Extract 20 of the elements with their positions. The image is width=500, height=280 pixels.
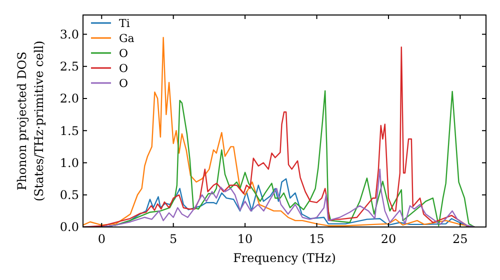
y-tick-label: 2.5 [60,60,79,74]
x-tick-label: 25 [452,232,468,246]
y-tick-label: 0.0 [60,220,79,234]
y-tick-label: 3.0 [60,27,79,42]
x-tick-label: 20 [380,232,396,246]
y-tick-label: 2.0 [60,92,79,106]
legend-label: O [119,46,128,60]
y-tick-label: 1.0 [60,156,79,170]
legend-label: O [119,76,128,90]
x-tick-label: 10 [237,232,253,246]
x-axis-title: Frequency (THz) [233,251,336,265]
x-tick-label: 15 [309,232,324,246]
legend-label: O [119,62,128,75]
y-tick-label: 1.5 [60,124,79,138]
x-tick-label: 5 [170,232,178,246]
legend-label: Ti [119,16,130,30]
legend-label: Ga [119,32,135,45]
x-tick-label: 0 [98,232,106,246]
y-axis-title: Phonon projected DOS (States/THz·primitive cell) [15,40,46,202]
y-tick-label: 0.5 [60,188,79,202]
